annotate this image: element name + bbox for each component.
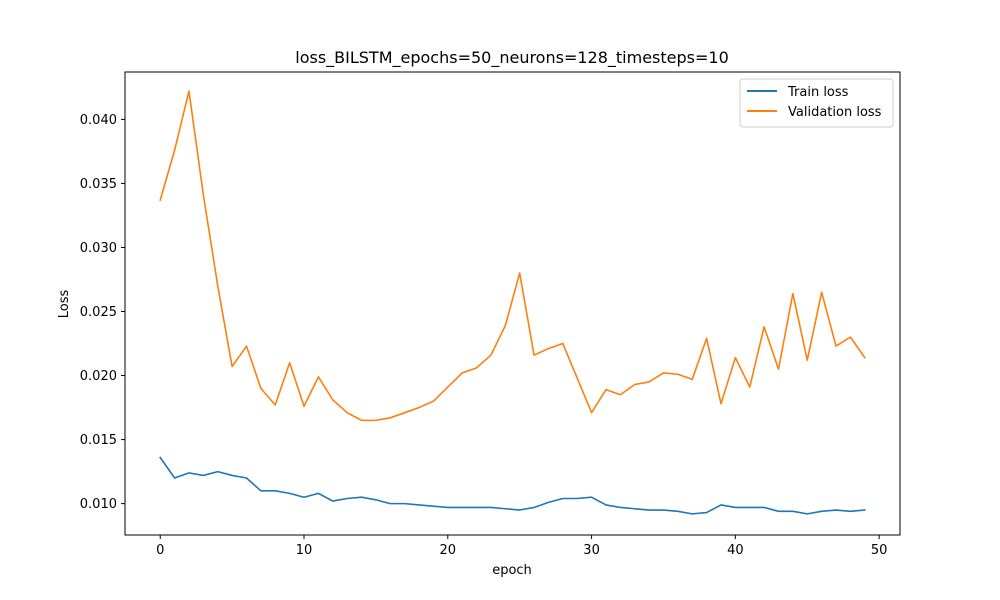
legend-label-train: Train loss — [787, 85, 849, 100]
legend-label-validation: Validation loss — [788, 105, 882, 120]
x-tick-label: 10 — [296, 543, 313, 558]
series-line-train — [159, 456, 866, 515]
series-line-validation — [159, 90, 866, 422]
x-tick-label: 20 — [440, 543, 457, 558]
x-tick-label: 50 — [871, 543, 888, 558]
legend: Train loss Validation loss — [739, 78, 894, 128]
y-tick-label: 0.010 — [80, 497, 117, 512]
y-tick-label: 0.040 — [80, 113, 117, 128]
x-tick-label: 30 — [583, 543, 600, 558]
series-layer — [159, 90, 866, 515]
y-tick-label: 0.035 — [80, 177, 117, 192]
chart-title: loss_BILSTM_epochs=50_neurons=128_timest… — [295, 48, 729, 68]
legend-box — [739, 78, 894, 128]
y-tick-label: 0.030 — [80, 241, 117, 256]
y-tick-label: 0.020 — [80, 369, 117, 384]
y-tick-label: 0.025 — [80, 305, 117, 320]
x-tick-label: 0 — [156, 543, 164, 558]
x-axis-label: epoch — [492, 563, 532, 578]
x-tick-label: 40 — [727, 543, 744, 558]
plot-frame — [124, 71, 901, 536]
y-tick-label: 0.015 — [80, 433, 117, 448]
y-axis-label: Loss — [57, 290, 72, 319]
x-axis-ticks: 0 10 20 30 40 50 — [156, 535, 887, 558]
y-axis-ticks: 0.010 0.015 0.020 0.025 0.030 0.035 0.040 — [80, 113, 125, 512]
